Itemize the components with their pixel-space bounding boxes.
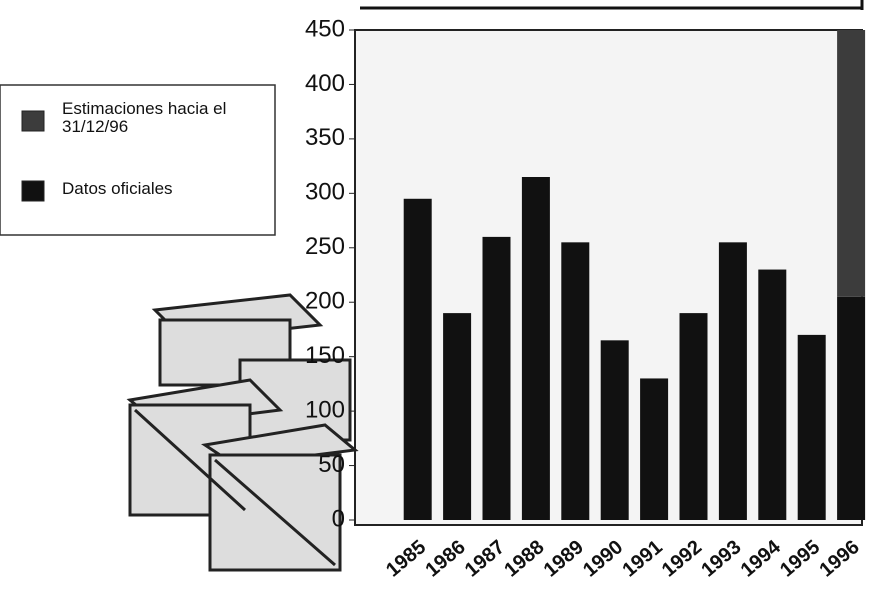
legend-label-line: 31/12/96	[62, 117, 128, 136]
legend-label-line: Estimaciones hacia el	[62, 99, 226, 118]
legend-swatch	[21, 180, 45, 202]
crate-brace	[133, 408, 247, 512]
bar	[718, 242, 747, 521]
bar	[797, 334, 826, 520]
bar	[561, 242, 590, 521]
legend-label: Datos oficiales	[62, 179, 173, 198]
y-tick-label: 100	[305, 396, 345, 423]
bar	[679, 313, 708, 520]
y-tick-label: 150	[305, 342, 345, 369]
bar	[837, 296, 866, 520]
y-tick-label: 400	[305, 70, 345, 97]
y-tick-label: 0	[332, 505, 345, 532]
bar	[482, 236, 511, 520]
bar	[521, 177, 550, 520]
crate-brace	[214, 458, 336, 567]
bar	[640, 378, 669, 520]
y-tick-label: 200	[305, 288, 345, 315]
y-tick-label: 300	[305, 179, 345, 206]
y-tick-label: 350	[305, 124, 345, 151]
y-tick-label: 50	[318, 451, 345, 478]
bar	[758, 269, 787, 520]
legend-box	[0, 84, 276, 236]
bar	[403, 198, 432, 520]
y-tick-label: 250	[305, 233, 345, 260]
bar	[837, 30, 866, 297]
bar	[443, 313, 472, 520]
y-tick-label: 450	[305, 15, 345, 42]
legend-swatch	[21, 110, 45, 132]
crates-illustration	[126, 293, 359, 572]
legend-label: Estimaciones hacia el 31/12/96	[62, 99, 226, 136]
legend-label-line: Datos oficiales	[62, 179, 173, 198]
legend	[0, 84, 276, 236]
bar	[600, 340, 629, 520]
